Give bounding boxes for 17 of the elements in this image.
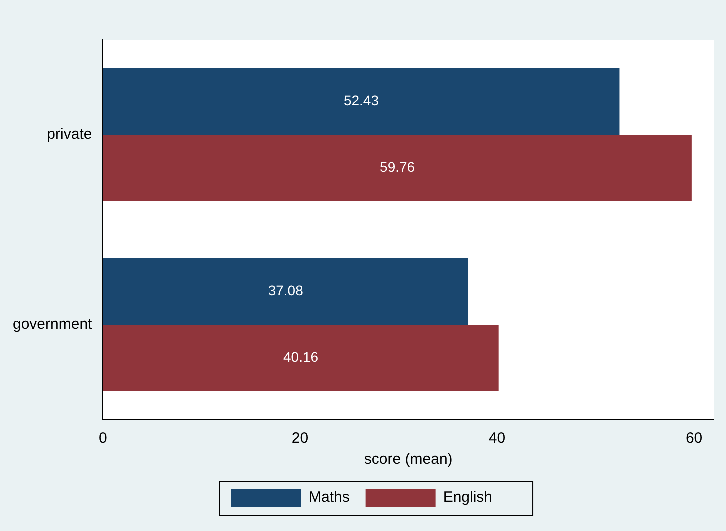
data-label: 59.76 [380, 159, 416, 176]
x-tick-label: 60 [686, 430, 703, 448]
legend-label: English [443, 489, 493, 506]
y-tick-label: private [47, 126, 92, 144]
x-axis-title: score (mean) [364, 451, 453, 468]
data-label: 52.43 [344, 92, 380, 109]
bar [103, 68, 620, 135]
data-label: 40.16 [284, 349, 319, 366]
bar [103, 135, 692, 202]
x-tick-label: 40 [488, 430, 506, 448]
y-tick-label: government [12, 316, 94, 334]
data-label: 37.08 [268, 282, 304, 299]
bar [103, 258, 469, 325]
x-tick-label: 0 [99, 430, 108, 448]
legend-label: Maths [308, 489, 350, 506]
x-tick-label: 20 [292, 430, 309, 448]
bar [103, 325, 499, 392]
